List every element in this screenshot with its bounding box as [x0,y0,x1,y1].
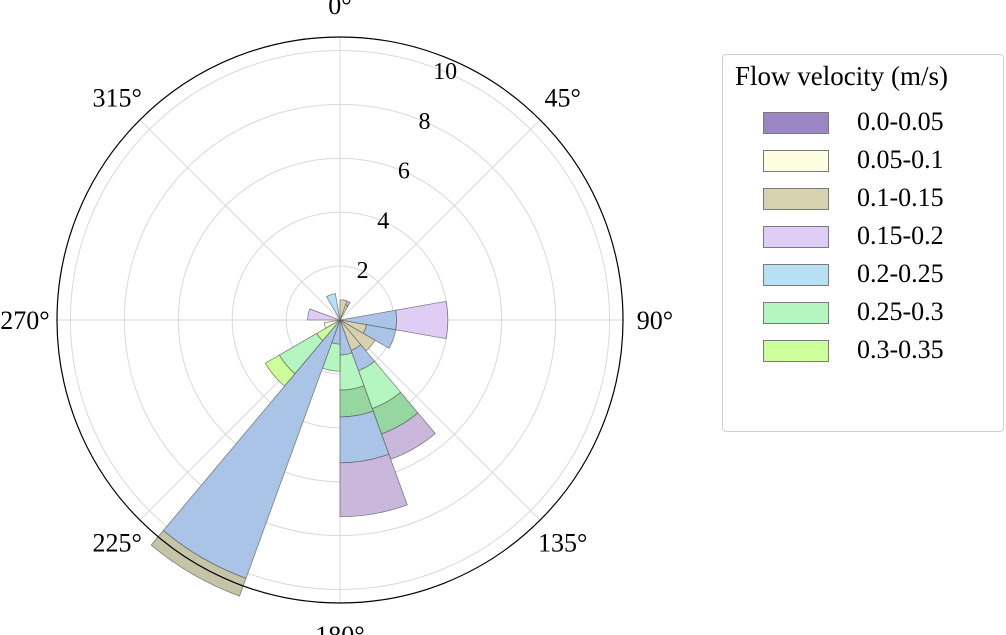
radial-tick-label-0: 2 [357,258,369,284]
legend-swatch [763,150,829,172]
direction-label-0: 0° [328,0,351,20]
legend-swatch [763,226,829,248]
legend-label: 0.0-0.05 [857,107,944,136]
legend-label: 0.05-0.1 [857,145,944,174]
legend-label: 0.3-0.35 [857,335,944,364]
bar-230-seg-2 [264,354,296,387]
legend-swatch [763,340,829,362]
direction-label-90: 90° [637,306,673,335]
legend-label: 0.25-0.3 [857,297,944,326]
legend-label: 0.1-0.15 [857,183,944,212]
legend-swatch [763,302,829,324]
legend-label: 0.2-0.25 [857,259,944,288]
bar-10-seg-0 [339,299,348,321]
legend-label: 0.15-0.2 [857,221,944,250]
radial-tick-label-1: 4 [377,208,389,234]
outer-frame [56,36,624,604]
legend-swatch [763,188,829,210]
direction-label-135: 135° [538,529,587,558]
direction-label-315: 315° [93,83,142,112]
bar-280-seg-0 [307,308,341,321]
direction-label-225: 225° [93,529,142,558]
legend-swatch [763,264,829,286]
bar-210-seg-1 [150,530,247,597]
direction-label-270: 270° [0,306,49,335]
direction-label-180: 180° [315,621,364,635]
bar-210-seg-0 [162,319,341,579]
direction-labels: 0° 45° 90° 135° 180° 225° 270° 315° [0,0,673,635]
grid-spoke-3 [339,319,541,521]
bar-340-seg-0 [325,292,341,321]
bar-170-seg-4 [339,453,408,518]
grid-spoke-7 [139,119,341,321]
bar-250-seg-0 [323,319,341,329]
grid-spoke-1 [339,119,541,321]
direction-label-45: 45° [545,83,581,112]
legend-swatch [763,112,829,134]
radial-tick-label-2: 6 [398,159,410,185]
bars [150,292,449,597]
bar-90-seg-1 [395,300,449,340]
radial-tick-label-4: 10 [433,59,457,85]
legend: Flow velocity (m/s) 0.0-0.05 0.05-0.1 0.1-… [722,54,1004,432]
radial-tick-label-3: 8 [419,109,431,135]
legend-title: Flow velocity (m/s) [735,61,948,91]
